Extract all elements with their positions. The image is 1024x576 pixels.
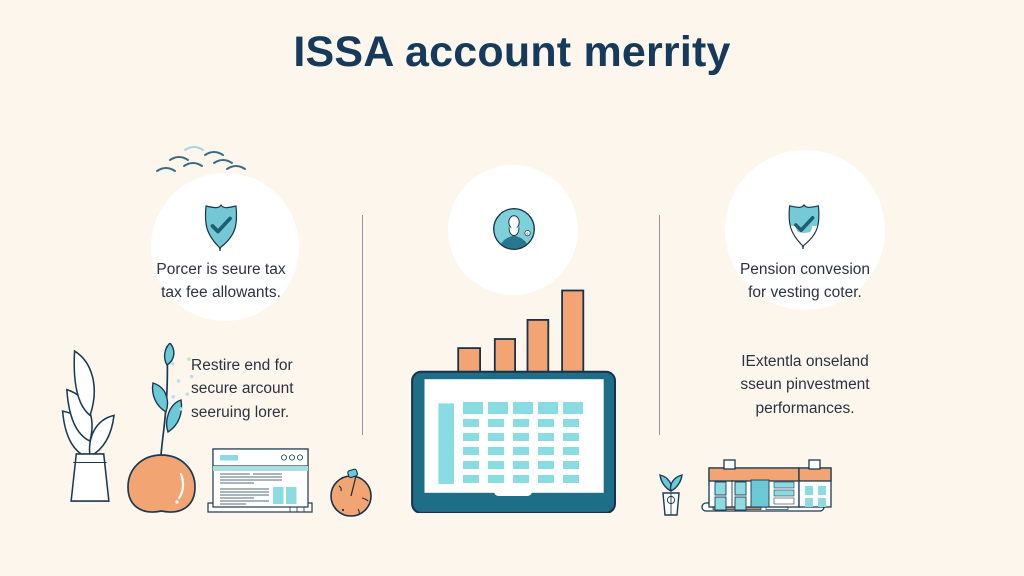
svg-text:e: e — [527, 232, 529, 236]
